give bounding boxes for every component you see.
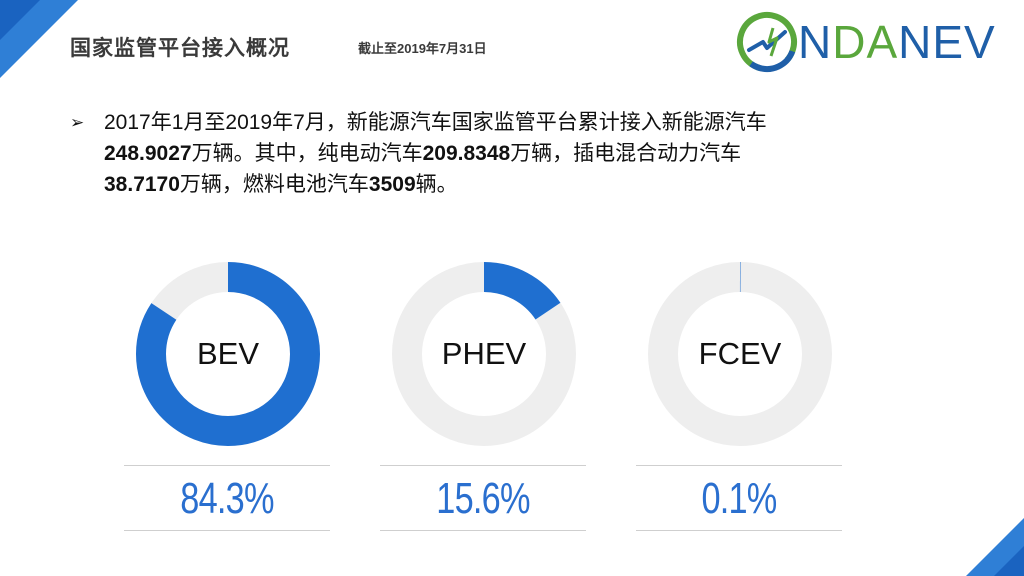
donut-chart-bev: [136, 262, 320, 446]
donut-chart-fcev: [648, 262, 832, 446]
corner-decoration-top-left-inner: [0, 0, 40, 40]
logo-text: NDANEV: [798, 14, 996, 70]
summary-seg2: 万辆，插电混合动力汽车: [510, 142, 742, 165]
page-subtitle: 截止至2019年7月31日: [358, 41, 487, 56]
donut-chart-phev: [392, 262, 576, 446]
phev-value: 38.7170: [104, 173, 180, 196]
logo-text-nev: NEV: [898, 16, 996, 68]
logo-text-n: N: [798, 16, 833, 68]
donut-label-phev: PHEV: [441, 336, 527, 371]
divider-bev-bottom: [124, 530, 330, 531]
donut-arc-bev: [136, 262, 320, 446]
donut-arc-fcev: [648, 262, 832, 446]
logo-icon: [737, 12, 797, 72]
total-value: 248.9027: [104, 142, 192, 165]
donut-label-fcev: FCEV: [698, 336, 782, 371]
summary-line1: 2017年1月至2019年7月，新能源汽车国家监管平台累计接入新能源汽车: [104, 111, 767, 134]
donut-label-bev: BEV: [196, 336, 260, 371]
summary-seg3: 万辆，燃料电池汽车: [179, 173, 369, 196]
summary-bullet: ➢ 2017年1月至2019年7月，新能源汽车国家监管平台累计接入新能源汽车 2…: [70, 107, 952, 200]
divider-fcev-top: [636, 465, 842, 466]
bev-value: 209.8348: [422, 142, 511, 165]
divider-phev-top: [380, 465, 586, 466]
divider-phev-bottom: [380, 530, 586, 531]
divider-fcev-bottom: [636, 530, 842, 531]
percent-label-bev: 84.3%: [180, 474, 274, 523]
donut-arc-phev: [392, 262, 576, 446]
corner-decoration-bottom-right-inner: [994, 546, 1024, 576]
percent-label-fcev: 0.1%: [701, 474, 777, 523]
summary-text: 2017年1月至2019年7月，新能源汽车国家监管平台累计接入新能源汽车 248…: [104, 107, 952, 200]
page-title: 国家监管平台接入概况: [70, 37, 290, 60]
bullet-arrow-icon: ➢: [70, 113, 85, 132]
summary-seg4: 辆。: [415, 173, 458, 196]
percent-label-phev: 15.6%: [436, 474, 530, 523]
divider-bev-top: [124, 465, 330, 466]
fcev-value: 3509: [368, 173, 416, 196]
logo-text-da: DA: [832, 16, 899, 68]
summary-seg1: 万辆。其中，纯电动汽车: [191, 142, 423, 165]
